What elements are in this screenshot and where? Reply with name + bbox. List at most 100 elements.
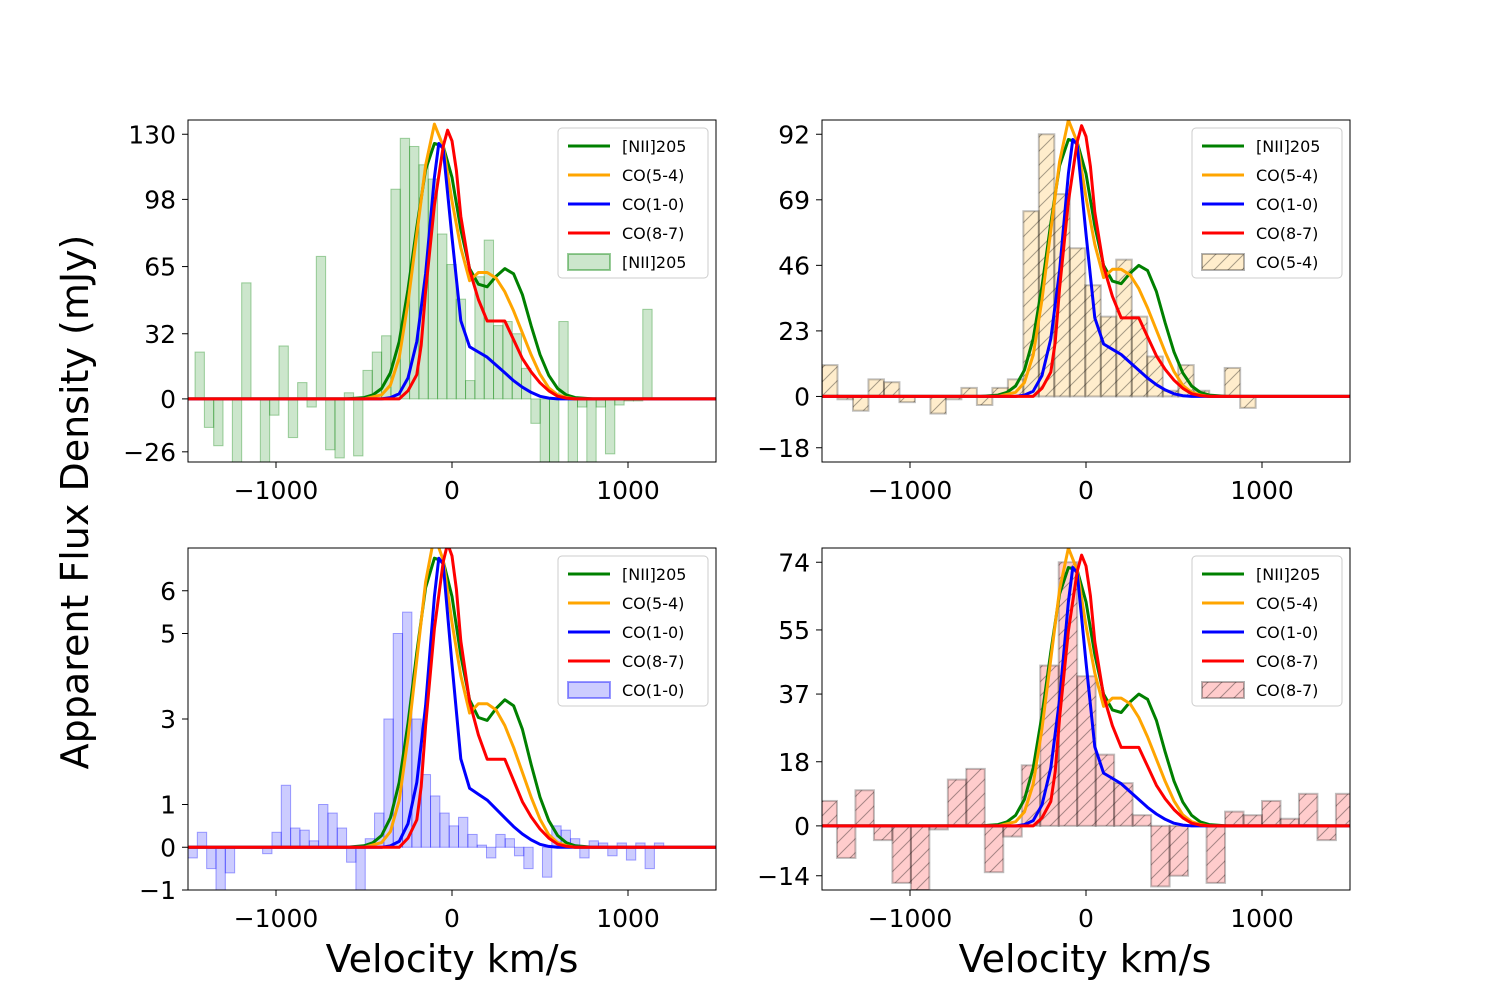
line-co87 xyxy=(188,128,716,401)
legend-label: [NII]205 xyxy=(622,565,686,584)
histogram-bar-hatch xyxy=(1240,396,1256,408)
histogram-bar-hatch xyxy=(852,396,869,411)
panel-bottom-right: −1000 0 1000 −14 0 18 37 55 74 [NII]205 CO(5-4) CO(… xyxy=(757,547,1351,933)
legend-box xyxy=(1191,127,1343,279)
legend: [NII]205 CO(5-4) CO(1-0) CO(8-7) CO(5-4) xyxy=(1191,127,1343,279)
panel-top-right: −1000 0 1000 −18 0 23 46 69 92 [NII]205 CO(5-4) CO(… xyxy=(757,119,1351,505)
line-co54 xyxy=(188,548,716,849)
legend-box xyxy=(1191,555,1343,707)
legend-label: CO(1-0) xyxy=(622,195,684,214)
legend-label: [NII]205 xyxy=(1256,565,1320,584)
histogram-bar-hatch xyxy=(1224,367,1241,397)
x-axis-label-right: Velocity km/s xyxy=(959,937,1212,981)
histogram-bar xyxy=(437,233,448,400)
histogram-bar xyxy=(558,321,569,400)
y-tick-label: 1 xyxy=(160,791,176,820)
legend-label: CO(1-0) xyxy=(622,681,684,700)
histogram-bar xyxy=(439,812,450,848)
histogram-bar xyxy=(194,351,205,400)
histogram-bar-hatch xyxy=(1335,793,1350,826)
histogram-bar-hatch xyxy=(1058,562,1078,826)
histogram-bar xyxy=(604,398,616,455)
histogram-bar-hatch xyxy=(883,382,900,397)
x-tick-label: 1000 xyxy=(1230,904,1294,933)
y-tick-label: 6 xyxy=(160,577,176,606)
y-tick-label: −1 xyxy=(139,876,176,905)
histogram-bar-hatch xyxy=(1095,754,1115,826)
histogram-bar-hatch xyxy=(1131,316,1148,397)
plot-area xyxy=(188,548,716,890)
line-co87 xyxy=(822,553,1350,828)
histogram-bar-hatch xyxy=(836,825,856,858)
histogram-bar xyxy=(327,812,338,848)
y-tick-label: 98 xyxy=(144,185,176,214)
panel-bottom-left: −1000 0 1000 −1 0 1 3 5 6 [NII]205 CO(5-4) CO(1-0) C… xyxy=(139,547,717,933)
histogram-bar-hatch xyxy=(873,825,893,841)
legend-label: [NII]205 xyxy=(622,253,686,272)
x-tick-label: −1000 xyxy=(234,904,319,933)
histogram-bar xyxy=(521,367,532,400)
legend-label: CO(5-4) xyxy=(1256,594,1318,613)
histogram-bar xyxy=(241,282,252,400)
histogram-bar-hatch xyxy=(822,365,838,397)
y-tick-label: 23 xyxy=(778,317,810,346)
histogram-bar xyxy=(476,844,487,848)
histogram-bar xyxy=(644,846,655,870)
y-tick-label: 18 xyxy=(778,748,810,777)
histogram-bar xyxy=(259,398,271,462)
histogram-bar xyxy=(530,398,541,424)
x-tick-label: 1000 xyxy=(596,904,660,933)
histogram-bar xyxy=(299,829,310,848)
histogram-bar xyxy=(271,831,282,848)
histogram-bar xyxy=(511,333,523,400)
histogram-bar xyxy=(206,846,217,870)
y-tick-label: 65 xyxy=(144,253,176,282)
legend: [NII]205 CO(5-4) CO(1-0) CO(8-7) CO(8-7) xyxy=(1191,555,1343,707)
histogram-bar-hatch xyxy=(1054,194,1070,397)
histogram-bar xyxy=(642,308,653,400)
histogram-bar xyxy=(399,137,411,400)
histogram-bar xyxy=(467,833,478,848)
legend-label: CO(8-7) xyxy=(622,652,684,671)
histogram-bar xyxy=(474,276,485,400)
legend-hist-hatch xyxy=(1202,254,1244,270)
histogram-bar xyxy=(458,816,469,848)
legend-label: CO(1-0) xyxy=(1256,195,1318,214)
histogram-bar-hatch xyxy=(1151,825,1170,887)
legend: [NII]205 CO(5-4) CO(1-0) CO(8-7) [NII]205 xyxy=(557,127,709,279)
histogram-bar xyxy=(549,398,560,462)
histogram-bar xyxy=(203,398,215,428)
y-tick-label: 3 xyxy=(160,705,176,734)
y-tick-label: 92 xyxy=(778,120,810,149)
legend-label: CO(5-4) xyxy=(622,594,684,613)
histogram-bar xyxy=(213,398,224,447)
histogram-bar-hatch xyxy=(1114,783,1133,826)
histogram-bar xyxy=(290,827,301,848)
line-co87 xyxy=(822,124,1350,398)
histogram-bar-hatch xyxy=(961,387,977,397)
histogram-bar xyxy=(502,321,513,400)
legend-label: CO(8-7) xyxy=(1256,224,1318,243)
y-tick-label: 5 xyxy=(160,620,176,649)
line-co10 xyxy=(822,566,1350,828)
histogram-bar xyxy=(318,804,329,848)
histogram-bar-hatch xyxy=(899,396,915,403)
histogram-bar xyxy=(355,846,366,890)
histogram-bar-hatch xyxy=(1100,316,1117,397)
x-tick-label: 0 xyxy=(1078,476,1094,505)
x-tick-label: 0 xyxy=(444,904,460,933)
histogram-bar xyxy=(420,774,432,848)
y-tick-label: 55 xyxy=(778,616,810,645)
y-axis-label: Apparent Flux Density (mJy) xyxy=(53,235,97,770)
histogram-bar xyxy=(495,833,506,848)
histogram-bar xyxy=(353,398,364,457)
histogram-bar xyxy=(586,398,597,462)
y-tick-label: 32 xyxy=(144,320,176,349)
legend-label: CO(1-0) xyxy=(622,623,684,642)
histogram-bar-hatch xyxy=(1262,800,1281,826)
histogram-bar xyxy=(485,846,497,859)
histogram-bar xyxy=(625,846,637,861)
histogram-bar-hatch xyxy=(868,379,884,397)
legend: [NII]205 CO(5-4) CO(1-0) CO(8-7) CO(1-0) xyxy=(557,555,709,707)
line-co54 xyxy=(188,122,716,401)
